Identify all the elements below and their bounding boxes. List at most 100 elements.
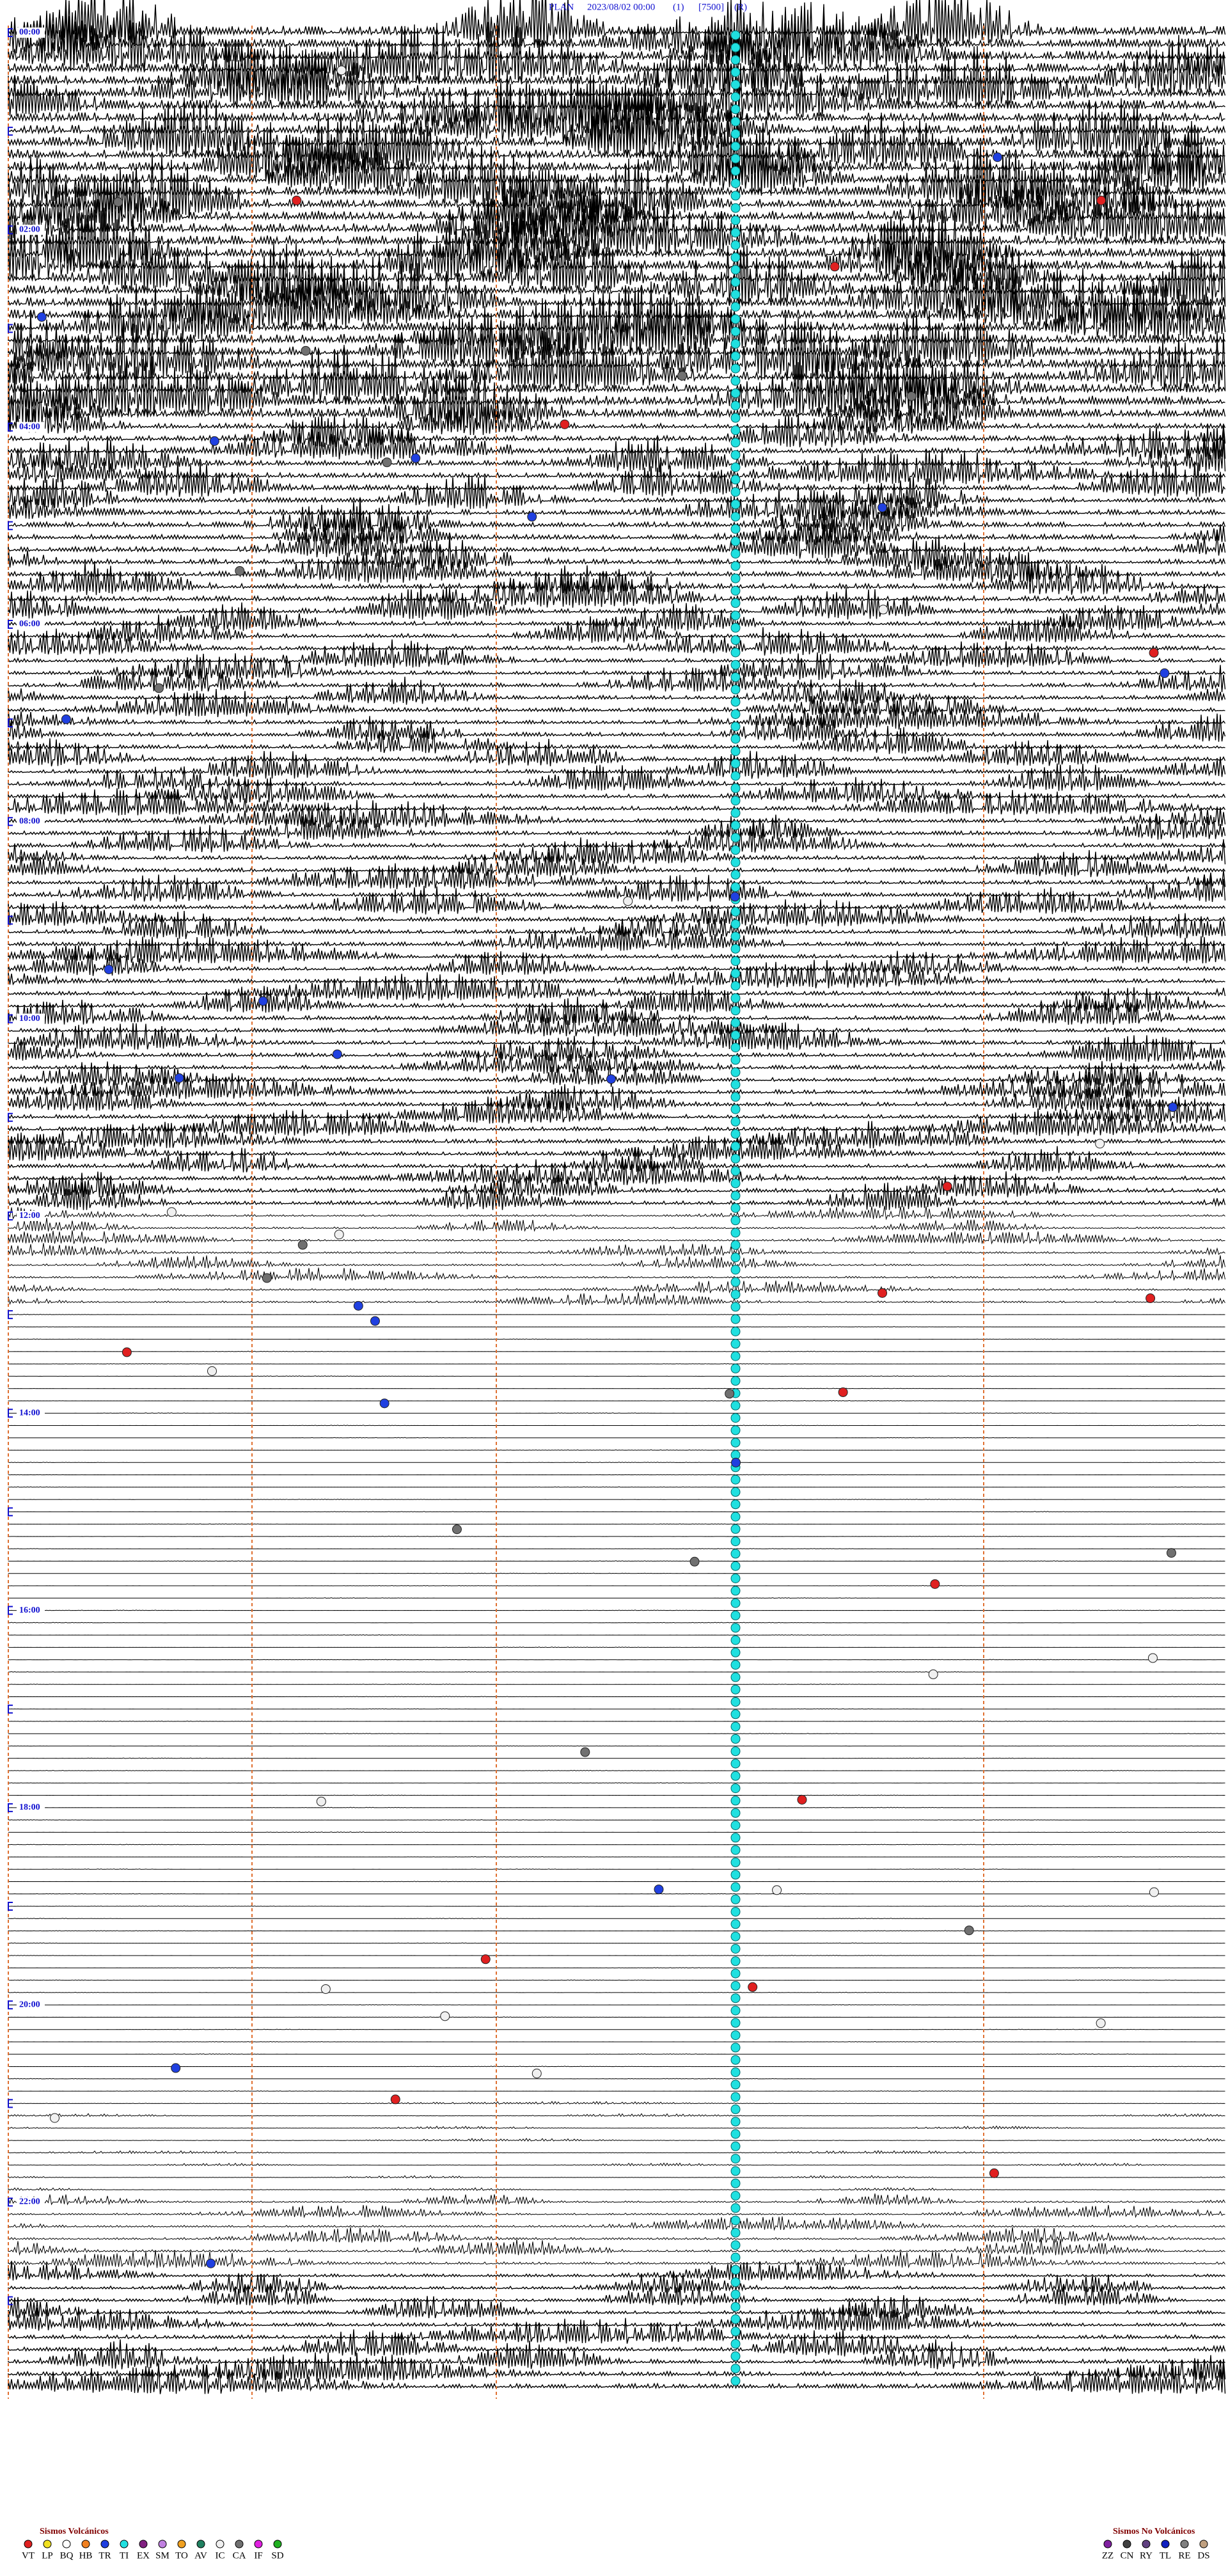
hour-bracket xyxy=(8,1211,13,1221)
event-dot xyxy=(206,2258,216,2268)
event-dot xyxy=(730,512,741,522)
trace xyxy=(8,535,1226,571)
trace xyxy=(8,330,1226,392)
event-dot xyxy=(606,1074,617,1084)
label-bg xyxy=(17,1802,45,1813)
event-dot xyxy=(174,1073,184,1083)
event-dot xyxy=(370,1316,380,1326)
event-dot xyxy=(730,1363,741,1373)
trace xyxy=(8,700,1226,730)
event-dot xyxy=(730,289,741,299)
event-dot xyxy=(730,351,741,361)
hour-bracket xyxy=(8,1014,13,1023)
event-dot xyxy=(730,660,741,670)
event-dot xyxy=(730,1771,741,1781)
time-label: 16:00 xyxy=(19,1606,40,1615)
event-dot xyxy=(730,722,741,732)
trace xyxy=(8,2328,1226,2357)
trace xyxy=(8,549,1226,583)
trace xyxy=(8,1634,1225,1636)
trace xyxy=(8,2238,1225,2256)
trace xyxy=(8,474,1226,509)
time-label: 20:00 xyxy=(19,2000,40,2009)
event-dot xyxy=(730,1734,741,1744)
event-dot xyxy=(730,2376,741,2386)
event-dot xyxy=(930,1579,940,1589)
hour-bracket xyxy=(8,422,13,432)
event-dot xyxy=(730,1302,741,1312)
trace xyxy=(8,1170,1226,1198)
event-dot xyxy=(292,195,302,205)
trace xyxy=(8,1400,1225,1402)
trace xyxy=(8,738,1226,767)
trace xyxy=(8,1696,1225,1698)
legend-swatch xyxy=(1122,2540,1131,2548)
event-dot xyxy=(942,1181,952,1192)
trace xyxy=(8,1132,1226,1161)
event-dot xyxy=(1147,1653,1158,1663)
event-dot xyxy=(730,573,741,583)
legend-swatch xyxy=(254,2540,263,2548)
trace xyxy=(8,614,1225,644)
event-dot xyxy=(730,1252,741,1263)
event-dot xyxy=(730,1598,741,1608)
event-dot xyxy=(332,1049,342,1059)
event-dot xyxy=(730,67,741,77)
event-dot xyxy=(730,339,741,349)
event-dot xyxy=(730,968,741,979)
event-dot xyxy=(440,2011,450,2021)
event-dot xyxy=(730,413,741,423)
trace xyxy=(8,1071,1226,1100)
event-dot xyxy=(730,302,741,312)
trace xyxy=(8,2339,1225,2369)
hour-bracket xyxy=(8,2000,13,2010)
event-dot xyxy=(730,1956,741,1966)
event-dot xyxy=(730,1104,741,1114)
trace xyxy=(8,191,1226,258)
time-label: 18:00 xyxy=(19,1803,40,1812)
event-marks xyxy=(8,26,1178,2399)
trace xyxy=(8,763,1225,791)
trace xyxy=(8,602,1226,631)
event-dot xyxy=(1095,1139,1105,1149)
event-dot xyxy=(297,1240,308,1250)
legend-label: LP xyxy=(42,2550,53,2561)
trace xyxy=(8,1375,1225,1377)
legend-swatch xyxy=(235,2540,244,2548)
event-dot xyxy=(1168,1102,1178,1112)
trace xyxy=(8,947,1225,976)
trace xyxy=(8,1267,1225,1281)
legend-swatch xyxy=(158,2540,167,2548)
trace xyxy=(8,1230,1225,1245)
datetime: 2023/08/02 00:00 xyxy=(587,2,655,12)
event-dot xyxy=(730,1721,741,1732)
event-dot xyxy=(730,1623,741,1633)
event-dot xyxy=(730,487,741,497)
event-dot xyxy=(730,857,741,867)
event-dot xyxy=(730,2080,741,2090)
event-dot xyxy=(730,116,741,127)
event-dot xyxy=(730,1561,741,1571)
event-dot xyxy=(730,450,741,460)
event-dot xyxy=(730,622,741,633)
event-dot xyxy=(730,1018,741,1028)
trace xyxy=(8,1819,1225,1821)
label-bg xyxy=(17,1408,45,1419)
trace xyxy=(8,105,1225,171)
trace xyxy=(8,776,1226,803)
trace xyxy=(8,510,1226,546)
trace xyxy=(8,2090,1225,2092)
legend-swatch xyxy=(24,2540,33,2548)
time-label: 12:00 xyxy=(19,1211,40,1221)
trace xyxy=(8,2078,1225,2080)
event-dot xyxy=(36,312,47,322)
event-dot xyxy=(730,1980,741,1991)
event-dot xyxy=(964,1925,974,1936)
legend-label: IC xyxy=(216,2550,225,2561)
trace xyxy=(8,689,1225,718)
event-dot xyxy=(730,1524,741,1534)
legend-swatch xyxy=(43,2540,52,2548)
event-dot xyxy=(730,2339,741,2349)
event-dot xyxy=(928,1669,938,1679)
hour-bracket xyxy=(8,2197,13,2207)
